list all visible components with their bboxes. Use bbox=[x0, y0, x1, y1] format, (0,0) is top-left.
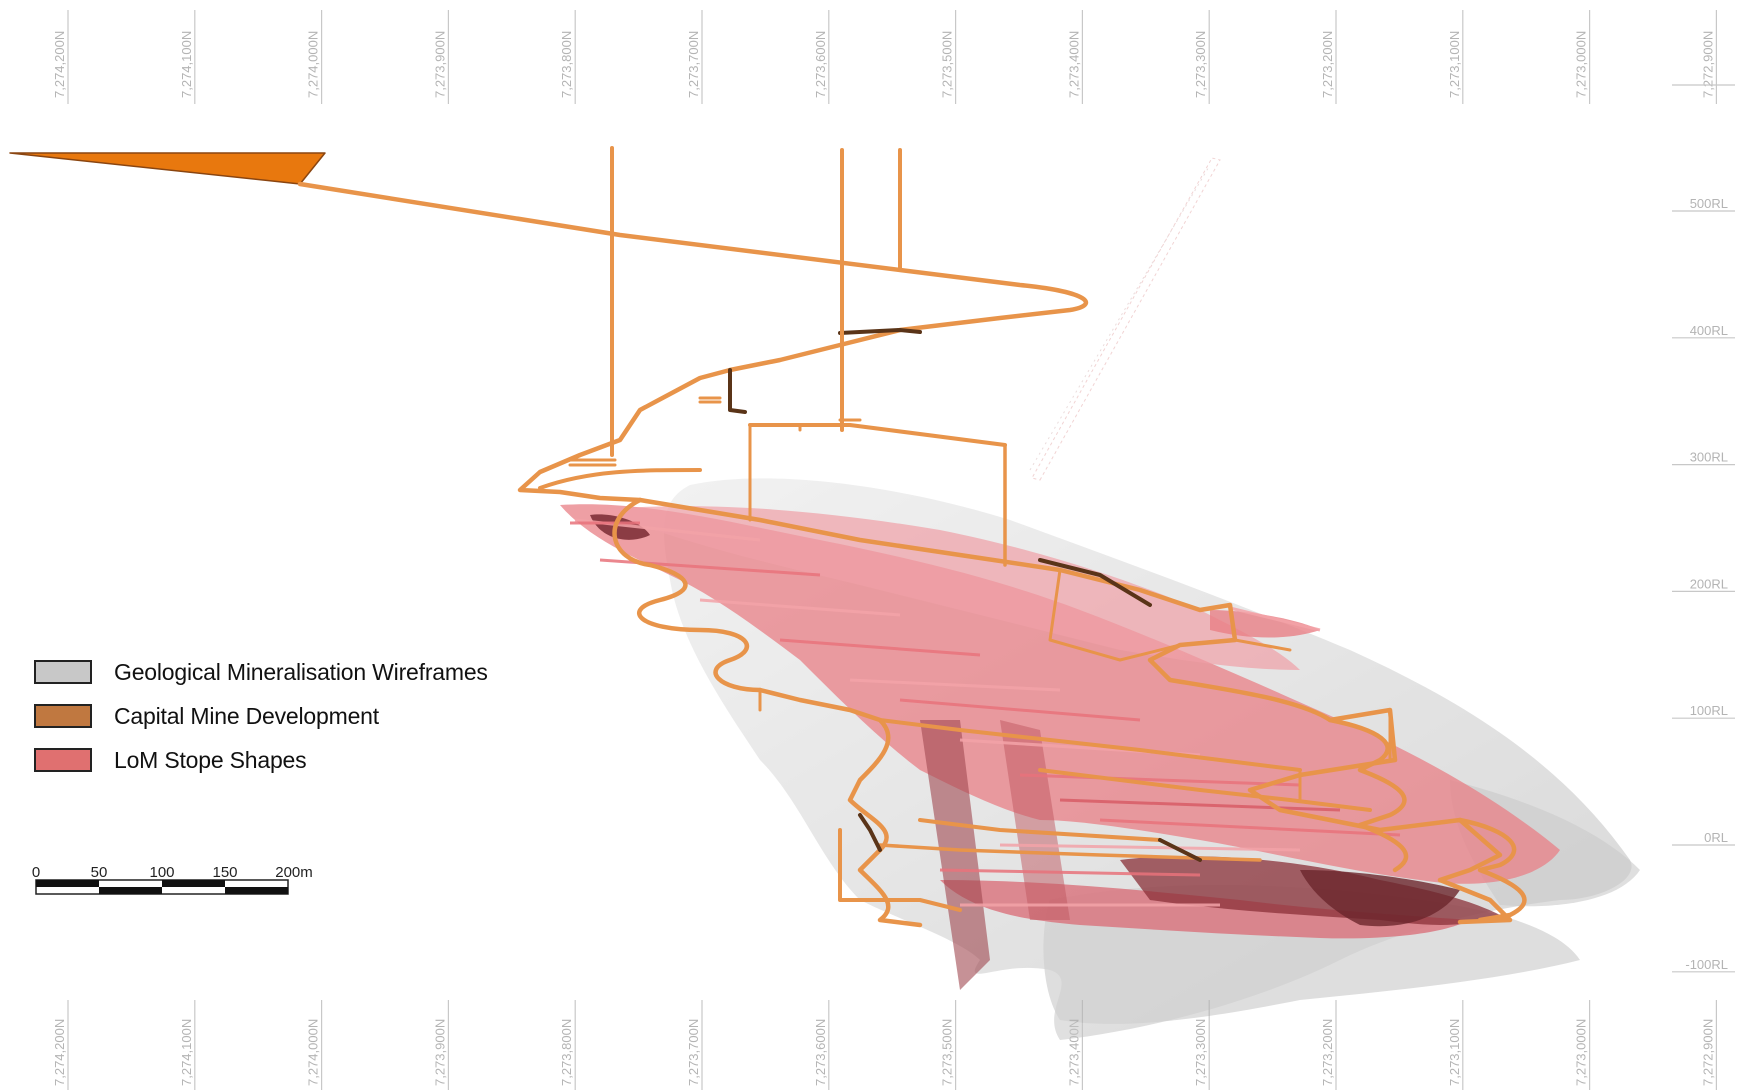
stub-2 bbox=[798, 418, 862, 432]
legend-label-wireframes: Geological Mineralisation Wireframes bbox=[114, 658, 488, 685]
stope-deep-dark-east bbox=[1300, 870, 1460, 927]
northing-label: 7,273,200N bbox=[1320, 1019, 1335, 1086]
spiral-south bbox=[838, 828, 962, 912]
decline-dark-segment bbox=[728, 368, 747, 414]
level-100 bbox=[1038, 768, 1372, 812]
legend-item-wireframes: Geological Mineralisation Wireframes bbox=[34, 650, 488, 694]
spiral-east bbox=[1327, 717, 1409, 873]
legend-item-stopes: LoM Stope Shapes bbox=[34, 738, 488, 782]
drive-dark-3 bbox=[1158, 838, 1202, 862]
decline-lower bbox=[637, 497, 1513, 925]
rl-label: 300RL bbox=[1690, 450, 1728, 465]
northing-label: 7,273,700N bbox=[686, 31, 701, 98]
northing-label: 7,273,500N bbox=[940, 31, 955, 98]
rl-grid: 500RL 400RL 300RL 200RL 100RL 0RL -100RL bbox=[1672, 196, 1735, 973]
northing-label: 7,273,400N bbox=[1066, 31, 1081, 98]
drive-dark-2 bbox=[858, 813, 882, 852]
northing-label: 7,273,100N bbox=[1447, 1019, 1462, 1086]
scale-tick-150: 150 bbox=[212, 864, 237, 881]
stope-vertical-sheet bbox=[920, 720, 990, 990]
legend-swatch-wireframes bbox=[34, 660, 92, 684]
rl-label: 100RL bbox=[1690, 703, 1728, 718]
northing-label: 7,272,900N bbox=[1700, 1019, 1715, 1086]
rl-label: 500RL bbox=[1690, 196, 1728, 211]
legend-label-stopes: LoM Stope Shapes bbox=[114, 746, 307, 773]
stope-main-lens bbox=[560, 504, 1560, 884]
northing-label: 7,273,700N bbox=[686, 1019, 701, 1086]
northing-label: 7,273,800N bbox=[559, 1019, 574, 1086]
northing-label: 7,273,100N bbox=[1447, 31, 1462, 98]
stope-stripe bbox=[699, 598, 901, 617]
scale-tick-200m: 200m bbox=[275, 864, 313, 881]
northing-label: 7,273,500N bbox=[940, 1019, 955, 1086]
scale-tick-0: 0 bbox=[32, 864, 40, 881]
decline-main bbox=[297, 181, 1089, 503]
scale-bar: 0 50 100 150 200m bbox=[32, 864, 313, 895]
stope-stripe bbox=[1229, 606, 1321, 632]
stope-stripe bbox=[849, 678, 1061, 692]
rl-label: 400RL bbox=[1690, 323, 1728, 338]
decline-dark-segment-2 bbox=[838, 328, 922, 335]
scale-tick-100: 100 bbox=[149, 864, 174, 881]
northing-label: 7,273,800N bbox=[559, 31, 574, 98]
northing-label: 7,273,600N bbox=[813, 1019, 828, 1086]
capital-mine-development bbox=[9, 146, 1527, 928]
legend: Geological Mineralisation Wireframes Cap… bbox=[34, 650, 488, 782]
stope-east-wing bbox=[1210, 610, 1320, 638]
stope-stripe bbox=[999, 843, 1301, 852]
scale-tick-50: 50 bbox=[91, 864, 108, 881]
stope-stripe bbox=[779, 638, 981, 657]
xcut-2 bbox=[1228, 603, 1292, 652]
legend-swatch-stopes bbox=[34, 748, 92, 772]
northing-label: 7,273,000N bbox=[1574, 1019, 1589, 1086]
stope-stripe bbox=[1019, 773, 1301, 787]
stope-upper-lens bbox=[600, 506, 1300, 670]
level-50 bbox=[918, 818, 1162, 842]
northing-label: 7,273,900N bbox=[432, 31, 447, 98]
northing-label: 7,273,900N bbox=[432, 1019, 447, 1086]
level-200 bbox=[878, 718, 1302, 772]
spiral-far-east bbox=[1457, 817, 1527, 923]
stub-1 bbox=[698, 396, 722, 404]
northing-label: 7,274,100N bbox=[179, 31, 194, 98]
northing-label: 7,273,000N bbox=[1574, 31, 1589, 98]
stope-stripe bbox=[1099, 818, 1401, 837]
wireframe-dyke bbox=[1031, 157, 1221, 481]
northing-label: 7,272,900N bbox=[1700, 31, 1715, 98]
legend-item-development: Capital Mine Development bbox=[34, 694, 488, 738]
northing-label: 7,274,200N bbox=[52, 1019, 67, 1086]
northing-label: 7,274,100N bbox=[179, 1019, 194, 1086]
northing-label: 7,274,200N bbox=[52, 31, 67, 98]
northing-label: 7,273,200N bbox=[1320, 31, 1335, 98]
stub-3 bbox=[568, 458, 617, 467]
stope-stripe bbox=[899, 698, 1141, 722]
level-0 bbox=[878, 843, 1262, 862]
stope-dark-block-west bbox=[590, 514, 650, 540]
northing-grid-top: 7,274,200N 7,274,100N 7,274,000N 7,273,900N… bbox=[52, 10, 1735, 104]
northing-label: 7,274,000N bbox=[306, 31, 321, 98]
stope-lower-lens bbox=[940, 880, 1470, 939]
stope-vertical-sheet-2 bbox=[1000, 720, 1070, 920]
rl-label: 0RL bbox=[1704, 830, 1728, 845]
northing-label: 7,273,300N bbox=[1193, 1019, 1208, 1086]
rl-label: -100RL bbox=[1685, 957, 1728, 972]
lom-stope-shapes bbox=[560, 504, 1560, 990]
legend-label-development: Capital Mine Development bbox=[114, 702, 379, 729]
northing-label: 7,274,000N bbox=[306, 1019, 321, 1086]
legend-swatch-development bbox=[34, 704, 92, 728]
drive-dark-1 bbox=[1038, 558, 1152, 607]
northing-label: 7,273,300N bbox=[1193, 31, 1208, 98]
spiral-central bbox=[757, 687, 923, 928]
stope-stripe bbox=[1059, 798, 1341, 812]
stope-stripe bbox=[939, 868, 1201, 877]
portal-wedge bbox=[9, 152, 326, 185]
level-300 bbox=[748, 423, 1007, 447]
rl-label: 200RL bbox=[1690, 576, 1728, 591]
northing-grid-bottom: 7,274,200N 7,274,100N 7,274,000N 7,273,900N… bbox=[52, 1000, 1718, 1090]
xcut-3 bbox=[1048, 568, 1182, 662]
level-250 bbox=[538, 468, 702, 490]
northing-label: 7,273,600N bbox=[813, 31, 828, 98]
spiral-west bbox=[612, 497, 763, 693]
